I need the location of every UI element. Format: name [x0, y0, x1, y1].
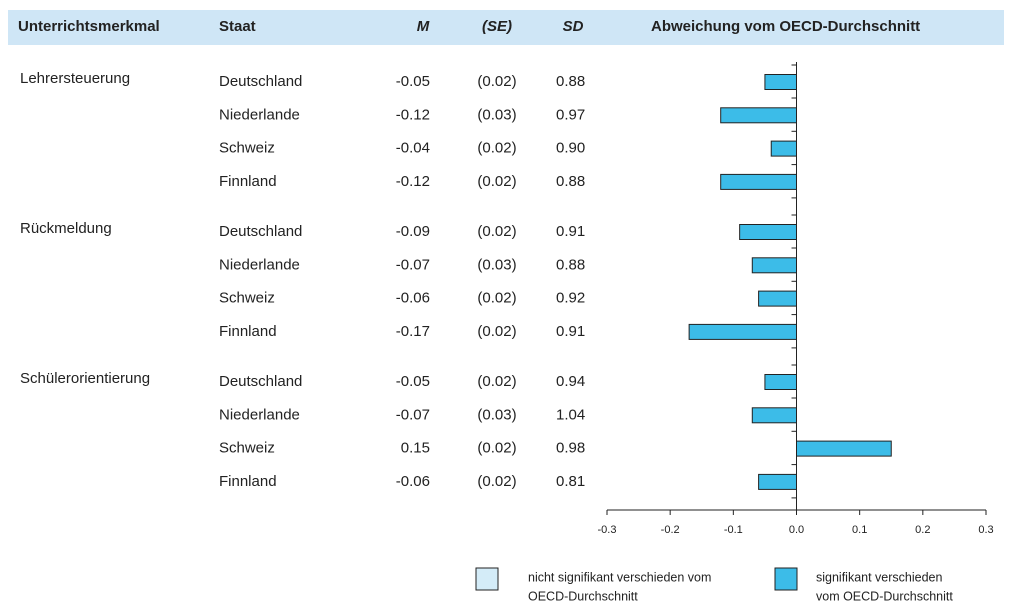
country: Schweiz [219, 440, 275, 457]
country: Deutschland [219, 223, 302, 240]
legend-swatch [475, 567, 499, 591]
country: Deutschland [219, 73, 302, 90]
column-header: Staat [219, 18, 256, 35]
x-tick-label: 0.2 [915, 524, 930, 536]
country: Finnland [219, 323, 277, 340]
se: (0.03) [477, 406, 516, 423]
column-header: Unterrichtsmerkmal [18, 18, 160, 35]
column-header: (SE) [482, 18, 512, 35]
se: (0.02) [477, 373, 516, 390]
country: Schweiz [219, 290, 275, 307]
column-header: SD [563, 18, 584, 35]
legend-label: nicht signifikant verschieden vom [528, 570, 711, 584]
mean: -0.05 [396, 373, 430, 390]
se: (0.02) [477, 323, 516, 340]
header-band [8, 10, 1004, 45]
bar [751, 257, 797, 274]
country: Niederlande [219, 406, 300, 423]
sd: 0.90 [556, 140, 585, 157]
mean: -0.04 [396, 140, 430, 157]
se: (0.02) [477, 173, 516, 190]
country: Schweiz [219, 140, 275, 157]
mean: -0.07 [396, 256, 430, 273]
bar [764, 74, 798, 90]
x-tick-label: -0.2 [661, 524, 680, 536]
sd: 0.88 [556, 173, 585, 190]
bar [720, 107, 798, 124]
mean: -0.06 [396, 290, 430, 307]
column-header: Abweichung vom OECD-Durchschnitt [651, 18, 920, 35]
country: Niederlande [219, 106, 300, 123]
sd: 0.97 [556, 106, 585, 123]
se: (0.02) [477, 223, 516, 240]
group-label: Rückmeldung [20, 220, 112, 237]
se: (0.02) [477, 73, 516, 90]
country: Niederlande [219, 256, 300, 273]
bar [764, 374, 798, 390]
mean: -0.12 [396, 173, 430, 190]
bar [751, 407, 797, 424]
mean: 0.15 [401, 440, 430, 457]
x-tick-label: 0.0 [789, 524, 804, 536]
sd: 0.92 [556, 290, 585, 307]
x-tick-label: -0.3 [598, 524, 617, 536]
bar [770, 140, 798, 157]
se: (0.03) [477, 106, 516, 123]
bar [720, 173, 798, 190]
bar [758, 473, 797, 490]
se: (0.02) [477, 140, 516, 157]
bar [758, 290, 797, 307]
mean: -0.17 [396, 323, 430, 340]
bar [688, 323, 797, 340]
mean: -0.06 [396, 473, 430, 490]
legend-label: vom OECD-Durchschnitt [816, 589, 953, 603]
group-label: Lehrersteuerung [20, 70, 130, 87]
x-tick-label: 0.1 [852, 524, 867, 536]
sd: 0.91 [556, 223, 585, 240]
bar [739, 224, 798, 240]
sd: 0.98 [556, 440, 585, 457]
sd: 1.04 [556, 406, 585, 423]
group-label: Schülerorientierung [20, 370, 150, 387]
mean: -0.09 [396, 223, 430, 240]
mean: -0.07 [396, 406, 430, 423]
country: Finnland [219, 173, 277, 190]
country: Deutschland [219, 373, 302, 390]
sd: 0.91 [556, 323, 585, 340]
bar [796, 440, 892, 457]
legend-label: OECD-Durchschnitt [528, 589, 638, 603]
x-tick-label: 0.3 [978, 524, 993, 536]
se: (0.03) [477, 256, 516, 273]
se: (0.02) [477, 473, 516, 490]
x-tick-label: -0.1 [724, 524, 743, 536]
mean: -0.05 [396, 73, 430, 90]
sd: 0.81 [556, 473, 585, 490]
legend-label: signifikant verschieden [816, 570, 943, 584]
legend-swatch [774, 567, 798, 591]
mean: -0.12 [396, 106, 430, 123]
sd: 0.94 [556, 373, 585, 390]
se: (0.02) [477, 440, 516, 457]
sd: 0.88 [556, 256, 585, 273]
se: (0.02) [477, 290, 516, 307]
sd: 0.88 [556, 73, 585, 90]
column-header: M [417, 18, 430, 35]
country: Finnland [219, 473, 277, 490]
